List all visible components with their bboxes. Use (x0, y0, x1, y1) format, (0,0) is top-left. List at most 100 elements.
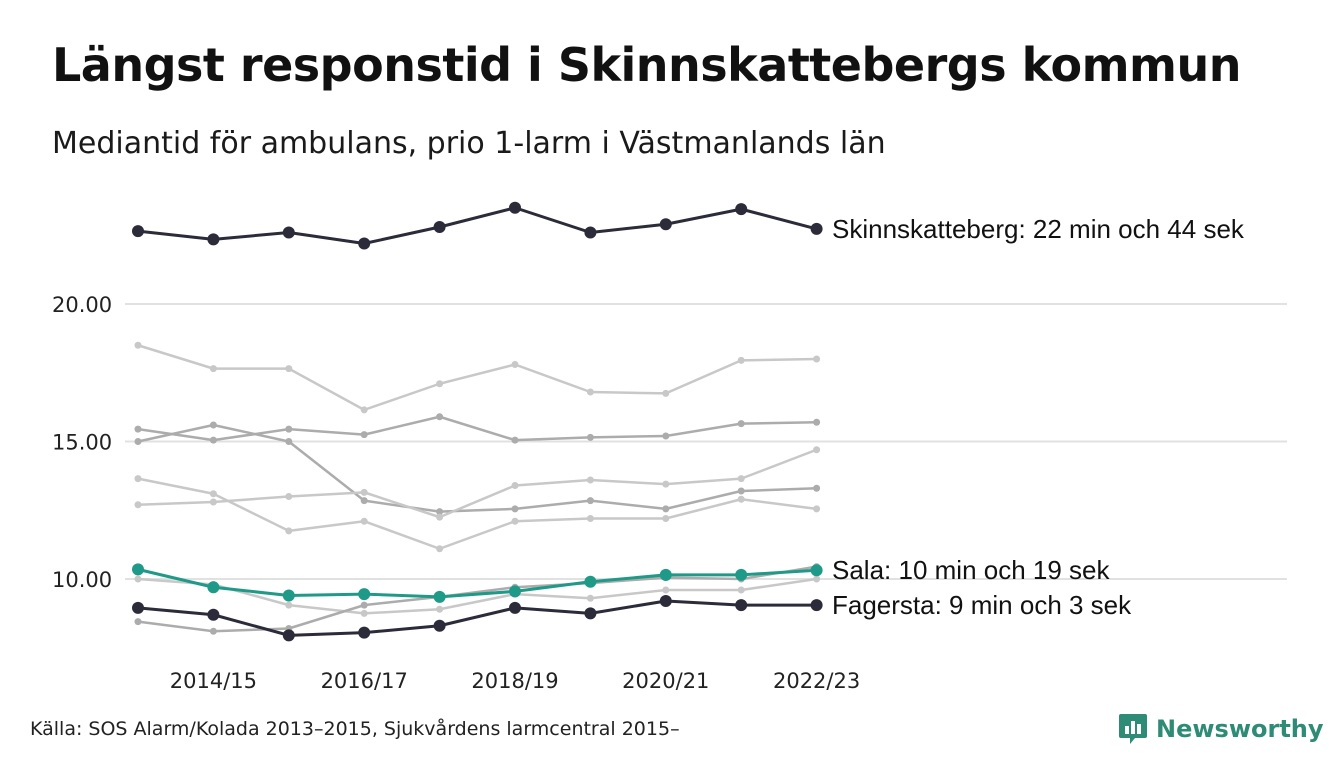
other-series-point (285, 527, 293, 535)
sala-series-point (207, 581, 220, 594)
fagersta-series-point (735, 599, 748, 612)
other-series-point (813, 446, 821, 454)
other-series-point (813, 355, 821, 363)
other-series-point (209, 490, 217, 498)
sala-series-point (659, 568, 672, 581)
skinnskatteberg-series-point (132, 225, 144, 238)
other-series-point (360, 609, 368, 617)
other-series-point (586, 476, 594, 484)
sala-series-point (509, 585, 521, 598)
other-series-point (511, 482, 519, 489)
other-series-point (662, 480, 670, 488)
chart-subtitle: Mediantid för ambulans, prio 1-larm i Vä… (52, 126, 886, 161)
y-tick-label: 20.00 (52, 293, 112, 317)
other-series-line (137, 565, 817, 633)
fagersta-series-point (358, 626, 371, 639)
sala-series-point (810, 564, 823, 577)
other-series-point (662, 505, 670, 513)
other-series-point (586, 515, 594, 522)
fagersta-series-point (132, 601, 144, 614)
other-series-point (813, 575, 821, 583)
brand-name: Newsworthy (1156, 715, 1324, 743)
other-series-line (137, 477, 817, 550)
other-series-point (436, 605, 444, 613)
skinnskatteberg-series-point (584, 226, 597, 239)
other-series-point (285, 425, 293, 433)
other-series-point (436, 508, 444, 516)
skinnskatteberg-series-line (137, 206, 817, 245)
other-series-point (134, 475, 142, 483)
y-tick-label: 15.00 (52, 431, 112, 455)
other-series-line (137, 577, 817, 615)
sala-series-point (433, 590, 446, 603)
x-axis-ticks: 2014/15 2016/17 2018/19 2020/21 2022/23 (170, 669, 860, 693)
other-series-line (137, 344, 817, 412)
other-series-point (662, 586, 670, 594)
other-series-point (737, 420, 745, 428)
fagersta-series-point (282, 629, 295, 642)
sala-series-point (584, 575, 597, 588)
fagersta-series-point (509, 601, 521, 614)
other-series-point (737, 586, 745, 594)
skinnskatteberg-series-point (282, 226, 295, 239)
other-series-point (511, 505, 519, 513)
skinnskatteberg-series-point (509, 201, 521, 214)
other-series-point (134, 575, 142, 583)
highlighted-series (132, 201, 823, 642)
other-series-point (360, 488, 368, 496)
sala-series-point (132, 563, 144, 576)
other-series-point (586, 594, 594, 602)
skinnskatteberg-series-point (810, 222, 823, 235)
other-series-point (285, 601, 293, 609)
source-note: Källa: SOS Alarm/Kolada 2013–2015, Sjukv… (30, 718, 680, 740)
x-tick-label: 2016/17 (321, 669, 408, 693)
other-series-point (813, 505, 821, 513)
other-series-point (511, 517, 519, 525)
other-series-point (285, 493, 293, 500)
skinnskatteberg-series-point (207, 233, 220, 246)
chart-title: Längst responstid i Skinnskattebergs kom… (52, 38, 1241, 92)
other-series-point (586, 388, 594, 396)
fagersta-label: Fagersta: 9 min och 3 sek (832, 590, 1132, 620)
x-tick-label: 2022/23 (773, 669, 860, 693)
other-series-line (137, 415, 817, 442)
other-series-point (436, 545, 444, 553)
fagersta-series-point (207, 608, 220, 621)
other-series-point (436, 513, 444, 521)
other-series-point (134, 438, 142, 445)
other-series-point (285, 438, 293, 445)
grid-lines (125, 303, 1287, 580)
other-series-point (662, 515, 670, 522)
x-tick-label: 2018/19 (471, 669, 558, 693)
other-series-point (360, 497, 368, 505)
skinnskatteberg-series-point (659, 218, 672, 231)
x-tick-label: 2014/15 (170, 669, 257, 693)
other-series-point (360, 601, 368, 609)
skinnskatteberg-series-point (358, 237, 371, 250)
other-series-point (209, 498, 217, 506)
fagersta-series-point (584, 607, 597, 620)
brand-logo: Newsworthy (1118, 712, 1324, 746)
sala-series-point (282, 589, 295, 602)
skinnskatteberg-series-point (735, 203, 748, 216)
other-series-point (134, 341, 142, 349)
other-series-point (813, 484, 821, 492)
sala-series-point (358, 588, 371, 601)
y-axis-ticks: 10.00 15.00 20.00 (52, 293, 112, 592)
other-series-point (436, 380, 444, 388)
other-series-point (360, 431, 368, 439)
other-series-point (209, 365, 217, 373)
fagersta-series-point (810, 599, 823, 612)
other-series-point (737, 356, 745, 364)
sala-series-point (735, 568, 748, 581)
x-tick-label: 2020/21 (622, 669, 709, 693)
series-labels: Skinnskatteberg: 22 min och 44 sek Sala: … (832, 214, 1245, 620)
other-series-point (285, 365, 293, 373)
skinnskatteberg-series-point (433, 221, 446, 233)
sala-label: Sala: 10 min och 19 sek (832, 555, 1110, 585)
other-series-point (134, 618, 142, 626)
other-series-point (662, 432, 670, 440)
sala-series-line (137, 567, 817, 599)
fagersta-series-point (433, 619, 446, 632)
